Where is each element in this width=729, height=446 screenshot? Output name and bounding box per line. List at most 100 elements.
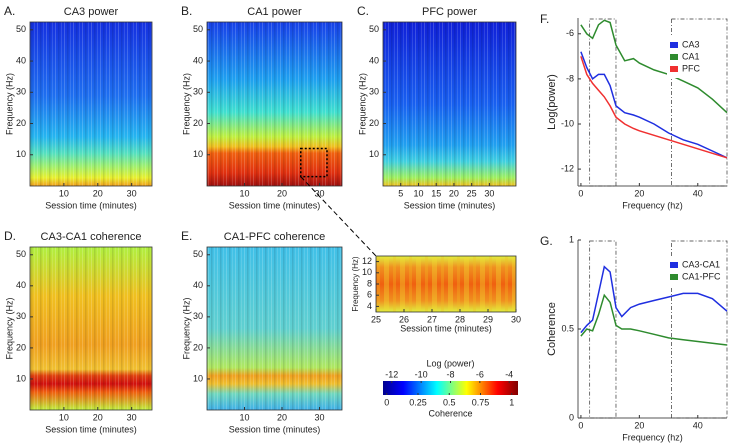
- x-tick-label: 10: [59, 412, 69, 422]
- y-tick-label: 10: [193, 373, 203, 383]
- heatmap-texture: [207, 247, 342, 410]
- x-tick-label: 28: [455, 314, 465, 324]
- plot-frame: [206, 21, 343, 187]
- y-tick-label: 40: [16, 55, 26, 65]
- x-tick-label: 30: [314, 412, 324, 422]
- panel-label: C.: [357, 4, 369, 18]
- x-tick-label: 30: [127, 412, 137, 422]
- heatmap-texture: [30, 22, 152, 186]
- x-tick-label: 30: [511, 314, 521, 324]
- heatmap-texture: [383, 22, 516, 186]
- legend-box: [667, 256, 723, 286]
- colorbar-tick-label: 0.25: [409, 397, 427, 407]
- y-tick-label: 30: [16, 311, 26, 321]
- x-axis-label: Frequency (hz): [622, 432, 683, 442]
- legend-label: CA3-CA1: [682, 259, 720, 269]
- legend-swatch: [670, 42, 678, 48]
- y-tick-label: -12: [561, 163, 574, 173]
- colorbar-tick-label: 1: [509, 397, 514, 407]
- y-axis-label: Frequency (Hz): [357, 73, 367, 135]
- y-tick-label: 10: [16, 149, 26, 159]
- series-line: [580, 293, 728, 346]
- x-tick-label: 20: [634, 420, 644, 430]
- y-tick-label: 0: [569, 412, 574, 422]
- colorbar-title: Coherence: [428, 408, 472, 418]
- x-tick-label: 40: [693, 420, 703, 430]
- x-axis-label: Session time (minutes): [45, 424, 137, 434]
- y-tick-label: 40: [16, 280, 26, 290]
- x-tick-label: 20: [93, 412, 103, 422]
- plot-frame: [29, 21, 153, 187]
- x-tick-label: 20: [449, 188, 459, 198]
- legend-label: CA1: [682, 51, 700, 61]
- x-tick-label: 26: [399, 314, 409, 324]
- panel-label: D.: [4, 229, 16, 243]
- colorbar-title: Log (power): [426, 358, 474, 368]
- series-line: [580, 19, 728, 114]
- colorbar-tick-label: -10: [415, 369, 428, 379]
- panel-label: B.: [181, 4, 192, 18]
- x-tick-label: 10: [59, 188, 69, 198]
- y-tick-label: 50: [193, 249, 203, 259]
- heatmap-texture: [376, 256, 516, 312]
- x-axis-label: Frequency (hz): [622, 200, 683, 210]
- y-tick-label: 50: [369, 24, 379, 34]
- y-tick-label: 20: [16, 118, 26, 128]
- y-tick-label: 40: [193, 280, 203, 290]
- colorbar: [383, 381, 518, 395]
- x-tick-label: 10: [239, 188, 249, 198]
- zoom-connector: [300, 176, 377, 257]
- y-tick-label: 30: [193, 311, 203, 321]
- y-tick-label: 10: [16, 373, 26, 383]
- y-tick-label: 20: [193, 118, 203, 128]
- zoom-box: [300, 147, 328, 178]
- heatmap-texture: [207, 22, 342, 186]
- x-tick-label: 0: [578, 420, 583, 430]
- y-tick-label: -10: [561, 118, 574, 128]
- y-tick-label: 50: [16, 249, 26, 259]
- y-tick-label: 12: [362, 256, 372, 266]
- x-axis-label: Session time (minutes): [229, 424, 321, 434]
- y-tick-label: 10: [193, 149, 203, 159]
- plot-frame: [29, 246, 153, 411]
- y-axis-label: Frequency (Hz): [351, 256, 360, 311]
- y-tick-label: 30: [369, 87, 379, 97]
- x-tick-label: 20: [93, 188, 103, 198]
- y-tick-label: 50: [193, 24, 203, 34]
- legend-label: CA3: [682, 39, 700, 49]
- series-line: [580, 51, 728, 159]
- y-tick-label: 1: [569, 234, 574, 244]
- x-axis-label: Session time (minutes): [400, 323, 492, 333]
- panel-label: G.: [540, 234, 553, 248]
- panel-title: CA3 power: [64, 6, 119, 18]
- y-tick-label: 4: [367, 301, 372, 311]
- legend-label: CA1-PFC: [682, 271, 721, 281]
- plot-frame: [382, 21, 517, 187]
- x-tick-label: 30: [484, 188, 494, 198]
- x-axis-label: Session time (minutes): [404, 200, 496, 210]
- x-tick-label: 10: [413, 188, 423, 198]
- legend-swatch: [670, 274, 678, 280]
- y-tick-label: 40: [369, 55, 379, 65]
- x-tick-label: 25: [467, 188, 477, 198]
- panel-title: PFC power: [422, 6, 477, 18]
- y-tick-label: 50: [16, 24, 26, 34]
- series-line: [580, 265, 728, 334]
- colorbar-tick-label: -8: [446, 369, 454, 379]
- panel-title: CA3-CA1 coherence: [41, 231, 142, 243]
- x-tick-label: 5: [398, 188, 403, 198]
- series-line: [580, 56, 728, 159]
- y-tick-label: -8: [566, 73, 574, 83]
- legend-swatch: [670, 66, 678, 72]
- x-axis-label: Session time (minutes): [229, 200, 321, 210]
- x-tick-label: 27: [427, 314, 437, 324]
- x-tick-label: 30: [127, 188, 137, 198]
- y-axis-label: Frequency (Hz): [181, 297, 191, 359]
- y-tick-label: 40: [193, 55, 203, 65]
- x-tick-label: 40: [693, 188, 703, 198]
- panel-label: F.: [540, 12, 549, 26]
- y-tick-label: 20: [193, 342, 203, 352]
- y-tick-label: 30: [193, 87, 203, 97]
- legend-label: PFC: [682, 63, 701, 73]
